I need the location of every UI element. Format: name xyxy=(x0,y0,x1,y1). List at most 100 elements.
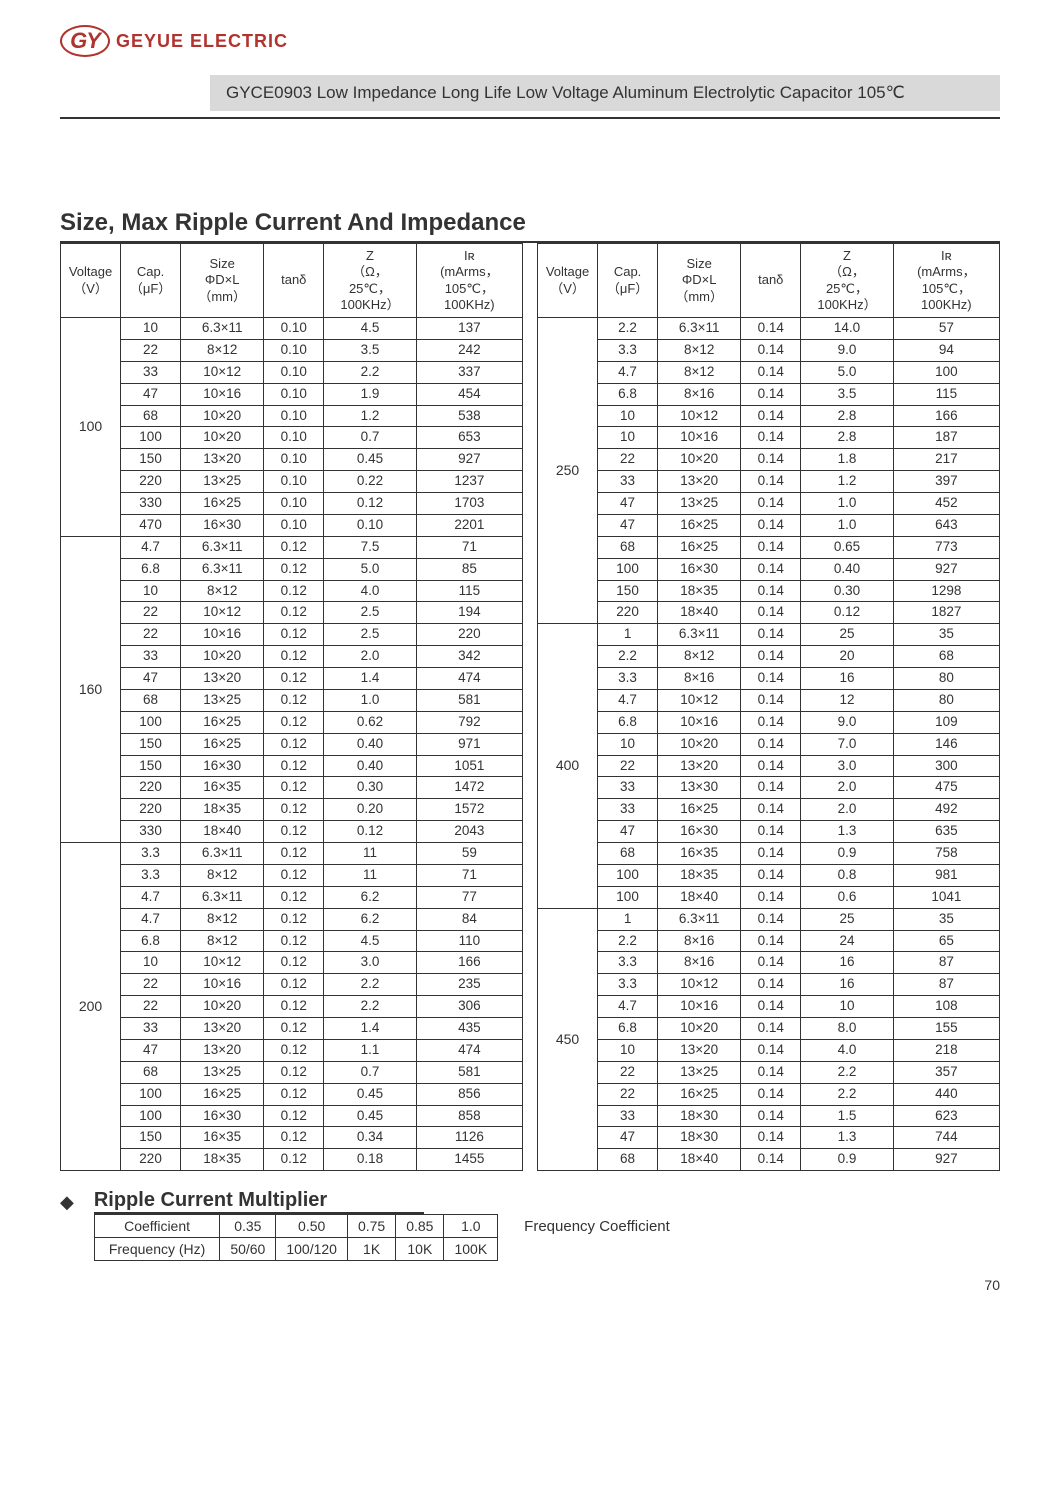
data-cell: 68 xyxy=(121,689,181,711)
voltage-cell: 400 xyxy=(538,624,598,908)
table-row: 6813×250.121.0581 xyxy=(61,689,523,711)
data-cell: 2.2 xyxy=(801,1061,893,1083)
data-cell: 137 xyxy=(416,318,522,340)
data-cell: 65 xyxy=(893,930,999,952)
data-cell: 150 xyxy=(598,580,658,602)
data-cell: 146 xyxy=(893,733,999,755)
table-row: 2210×160.122.2235 xyxy=(61,974,523,996)
data-cell: 635 xyxy=(893,821,999,843)
data-cell: 0.12 xyxy=(264,908,324,930)
data-cell: 0.22 xyxy=(324,471,416,493)
table-row: 15018×350.140.301298 xyxy=(538,580,1000,602)
data-cell: 2201 xyxy=(416,514,522,536)
data-cell: 1572 xyxy=(416,799,522,821)
data-cell: 47 xyxy=(598,493,658,515)
data-cell: 0.14 xyxy=(741,689,801,711)
data-cell: 0.14 xyxy=(741,646,801,668)
data-cell: 100 xyxy=(121,1105,181,1127)
table-row: 4713×200.121.4474 xyxy=(61,668,523,690)
table-row: 4713×200.121.1474 xyxy=(61,1039,523,1061)
data-cell: 33 xyxy=(598,1105,658,1127)
table-row: 6813×250.120.7581 xyxy=(61,1061,523,1083)
data-cell: 0.65 xyxy=(801,536,893,558)
data-cell: 16×35 xyxy=(181,1127,264,1149)
th-size: SizeΦD×L（mm） xyxy=(181,244,264,318)
data-cell: 16×30 xyxy=(181,755,264,777)
table-row: 3316×250.142.0492 xyxy=(538,799,1000,821)
data-cell: 6.3×11 xyxy=(181,558,264,580)
data-cell: 4.5 xyxy=(324,930,416,952)
table-row: 3.310×120.141687 xyxy=(538,974,1000,996)
data-cell: 0.10 xyxy=(264,383,324,405)
voltage-cell: 160 xyxy=(61,536,121,842)
th-ir: Iʀ(mArms，105℃，100KHz) xyxy=(416,244,522,318)
data-cell: 100/120 xyxy=(276,1238,348,1261)
table-row: 4.76.3×110.126.277 xyxy=(61,886,523,908)
data-cell: 1703 xyxy=(416,493,522,515)
data-cell: 0.10 xyxy=(264,318,324,340)
data-cell: 0.12 xyxy=(264,799,324,821)
data-cell: 0.14 xyxy=(741,405,801,427)
table-row: 3.38×120.149.094 xyxy=(538,339,1000,361)
data-cell: 6.3×11 xyxy=(658,908,741,930)
table-row: 1010×120.142.8166 xyxy=(538,405,1000,427)
table-row: 3313×200.141.2397 xyxy=(538,471,1000,493)
frequency-legend: Frequency Coefficient xyxy=(524,1214,670,1235)
data-cell: 22 xyxy=(121,602,181,624)
table-row: 10016×250.120.45856 xyxy=(61,1083,523,1105)
data-cell: 5.0 xyxy=(801,361,893,383)
table-row: 2210×200.141.8217 xyxy=(538,449,1000,471)
data-cell: 68 xyxy=(598,843,658,865)
data-cell: 22 xyxy=(598,1083,658,1105)
data-cell: 2.2 xyxy=(598,318,658,340)
table-row: 47016×300.100.102201 xyxy=(61,514,523,536)
data-cell: 35 xyxy=(893,908,999,930)
data-cell: 2.2 xyxy=(801,1083,893,1105)
data-cell: 454 xyxy=(416,383,522,405)
data-cell: 50/60 xyxy=(220,1238,276,1261)
data-cell: 0.10 xyxy=(264,361,324,383)
data-cell: 0.10 xyxy=(324,514,416,536)
data-cell: 10×20 xyxy=(181,405,264,427)
data-cell: 0.30 xyxy=(324,777,416,799)
data-cell: 0.20 xyxy=(324,799,416,821)
data-cell: 435 xyxy=(416,1018,522,1040)
data-cell: 4.5 xyxy=(324,318,416,340)
data-cell: 10×20 xyxy=(658,733,741,755)
data-cell: 6.8 xyxy=(598,711,658,733)
data-cell: 10 xyxy=(121,952,181,974)
data-cell: 68 xyxy=(121,1061,181,1083)
data-cell: 0.12 xyxy=(264,974,324,996)
data-cell: 0.14 xyxy=(741,1039,801,1061)
data-cell: 0.14 xyxy=(741,602,801,624)
data-cell: 10 xyxy=(598,405,658,427)
data-cell: 13×30 xyxy=(658,777,741,799)
data-cell: 108 xyxy=(893,996,999,1018)
data-cell: 20 xyxy=(801,646,893,668)
data-cell: 10×20 xyxy=(181,427,264,449)
data-cell: 0.12 xyxy=(264,1018,324,1040)
freq-label: Frequency (Hz) xyxy=(94,1238,219,1261)
data-cell: 3.3 xyxy=(598,952,658,974)
table-row: 1013×200.144.0218 xyxy=(538,1039,1000,1061)
data-cell: 10×12 xyxy=(658,974,741,996)
th-cap: Cap.（μF） xyxy=(121,244,181,318)
data-cell: 33 xyxy=(598,471,658,493)
data-cell: 0.12 xyxy=(264,821,324,843)
data-cell: 0.14 xyxy=(741,952,801,974)
table-row: 3310×200.122.0342 xyxy=(61,646,523,668)
data-cell: 16×30 xyxy=(658,821,741,843)
data-cell: 68 xyxy=(893,646,999,668)
table-row: 4.78×120.145.0100 xyxy=(538,361,1000,383)
data-cell: 110 xyxy=(416,930,522,952)
data-cell: 150 xyxy=(121,733,181,755)
table-row: 10016×250.120.62792 xyxy=(61,711,523,733)
data-cell: 18×35 xyxy=(658,580,741,602)
data-cell: 0.14 xyxy=(741,1105,801,1127)
data-cell: 220 xyxy=(121,799,181,821)
data-cell: 1.2 xyxy=(801,471,893,493)
data-cell: 47 xyxy=(598,1127,658,1149)
data-cell: 8×16 xyxy=(658,383,741,405)
data-cell: 0.14 xyxy=(741,1127,801,1149)
th-z: Z（Ω，25℃，100KHz） xyxy=(324,244,416,318)
